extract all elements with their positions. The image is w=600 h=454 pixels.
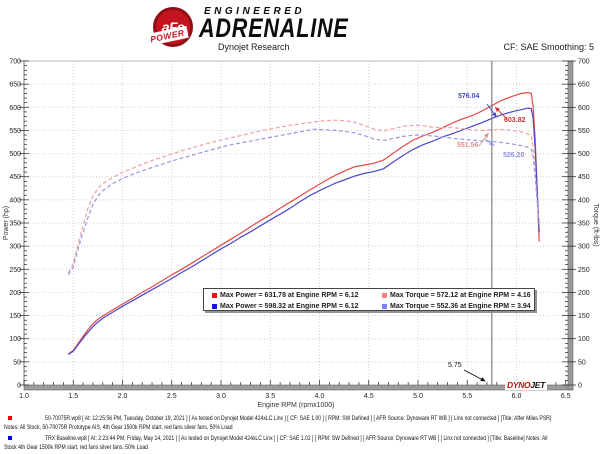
svg-text:300: 300 <box>578 244 590 251</box>
run-bullet-red <box>8 415 12 420</box>
sae-smoothing-label: CF: SAE Smoothing: 5 <box>503 42 594 52</box>
run-info-line: Stock 4th Gear 1500k RPM start, red fans… <box>4 444 149 451</box>
svg-text:0: 0 <box>17 383 21 390</box>
plot-area[interactable] <box>24 61 568 385</box>
svg-text:150: 150 <box>578 313 590 320</box>
svg-text:200: 200 <box>9 290 21 297</box>
legend-swatch <box>212 293 217 298</box>
cursor-rpm-label: 5.75 <box>448 362 462 369</box>
legend-item: Max Power = 598.32 at Engine RPM = 6.12 <box>212 301 382 312</box>
svg-text:2.5: 2.5 <box>167 393 177 400</box>
run-bullet-blue <box>8 435 12 440</box>
svg-text:400: 400 <box>578 197 590 204</box>
svg-text:2.0: 2.0 <box>118 393 128 400</box>
left-axis-title: Power (hp) <box>3 206 10 240</box>
legend-label: Max Power = 631.78 at Engine RPM = 6.12 <box>220 292 359 299</box>
brand-adrenaline: ADRENALINE <box>199 13 349 43</box>
callout-label: 526.20 <box>503 152 525 159</box>
legend: Max Power = 631.78 at Engine RPM = 6.12 M… <box>203 288 535 311</box>
callout-label: 576.04 <box>458 93 480 100</box>
svg-text:5.5: 5.5 <box>462 393 472 400</box>
x-axis-title: Engine RPM (rpmx1000) <box>257 402 334 409</box>
svg-text:100: 100 <box>9 336 21 343</box>
legend-item: Max Torque = 552.36 at Engine RPM = 3.94 <box>382 301 534 312</box>
svg-text:600: 600 <box>9 105 21 112</box>
torque-after-curve <box>67 119 540 274</box>
run-info-baseline: TRX Baseline.wp8 [ At: 2:23:44 PM, Frida… <box>0 434 600 452</box>
svg-text:600: 600 <box>578 105 590 112</box>
dynojet-logo: DYNOJET <box>505 380 548 390</box>
torque-baseline-curve <box>67 128 540 276</box>
svg-text:350: 350 <box>578 221 590 228</box>
axis-ticks <box>19 60 576 386</box>
dynojet-research-label: Dynojet Research <box>218 42 290 52</box>
svg-text:450: 450 <box>578 174 590 181</box>
svg-text:1.5: 1.5 <box>68 393 78 400</box>
legend-item: Max Torque = 572.12 at Engine RPM = 4.16 <box>382 290 534 301</box>
svg-text:350: 350 <box>9 221 21 228</box>
right-axis-bar <box>567 60 574 391</box>
power-baseline-curve <box>67 107 540 356</box>
svg-text:6.5: 6.5 <box>561 393 571 400</box>
legend-swatch <box>382 293 387 298</box>
svg-text:0: 0 <box>578 383 582 390</box>
svg-text:3.5: 3.5 <box>265 393 275 400</box>
svg-text:3.0: 3.0 <box>216 393 226 400</box>
svg-text:150: 150 <box>9 313 21 320</box>
svg-text:250: 250 <box>578 267 590 274</box>
legend-swatch <box>212 304 217 309</box>
brand-engineered: ENGINEERED <box>204 6 306 17</box>
x-axis-bar <box>23 384 574 391</box>
svg-text:5.0: 5.0 <box>413 393 423 400</box>
right-axis-title: Torque (ft-lbs) <box>592 203 599 246</box>
svg-text:650: 650 <box>9 82 21 89</box>
gridlines <box>24 61 568 385</box>
svg-text:6.0: 6.0 <box>512 393 522 400</box>
svg-text:650: 650 <box>578 82 590 89</box>
callout-label: 551.56 <box>457 142 479 149</box>
svg-text:400: 400 <box>9 197 21 204</box>
svg-text:550: 550 <box>578 128 590 135</box>
legend-label: Max Torque = 572.12 at Engine RPM = 4.16 <box>390 292 531 299</box>
svg-text:500: 500 <box>9 151 21 158</box>
svg-text:700: 700 <box>9 59 21 66</box>
run-info-line: Notes: All Stock, 50-70075R Prototype AI… <box>4 424 233 431</box>
run-info-footer: 50-70075R.wp8 [ At: 12:25:56 PM, Tuesday… <box>0 414 600 454</box>
run-info-line: 50-70075R.wp8 [ At: 12:25:56 PM, Tuesday… <box>45 415 552 422</box>
tick-labels: 0 0 50 50 100 100 150 150 200 200 250 250 300 300 350 3… <box>9 59 589 401</box>
power-after-curve <box>67 91 540 355</box>
svg-text:100: 100 <box>578 336 590 343</box>
legend-label: Max Power = 598.32 at Engine RPM = 6.12 <box>220 303 359 310</box>
svg-text:4.0: 4.0 <box>315 393 325 400</box>
svg-text:550: 550 <box>9 128 21 135</box>
run-info-line: TRX Baseline.wp8 [ At: 2:23:44 PM, Frida… <box>45 435 548 442</box>
svg-text:700: 700 <box>578 59 590 66</box>
legend-item: Max Power = 631.78 at Engine RPM = 6.12 <box>212 290 382 301</box>
svg-text:500: 500 <box>578 151 590 158</box>
legend-label: Max Torque = 552.36 at Engine RPM = 3.94 <box>390 303 531 310</box>
svg-text:1.0: 1.0 <box>19 393 29 400</box>
svg-text:450: 450 <box>9 174 21 181</box>
svg-text:50: 50 <box>13 359 21 366</box>
svg-text:250: 250 <box>9 267 21 274</box>
svg-text:50: 50 <box>578 359 586 366</box>
callout-label: 603.82 <box>504 117 526 124</box>
curves <box>67 91 540 356</box>
legend-swatch <box>382 304 387 309</box>
svg-text:300: 300 <box>9 244 21 251</box>
svg-text:200: 200 <box>578 290 590 297</box>
svg-text:4.5: 4.5 <box>364 393 374 400</box>
run-info-after: 50-70075R.wp8 [ At: 12:25:56 PM, Tuesday… <box>0 414 600 432</box>
